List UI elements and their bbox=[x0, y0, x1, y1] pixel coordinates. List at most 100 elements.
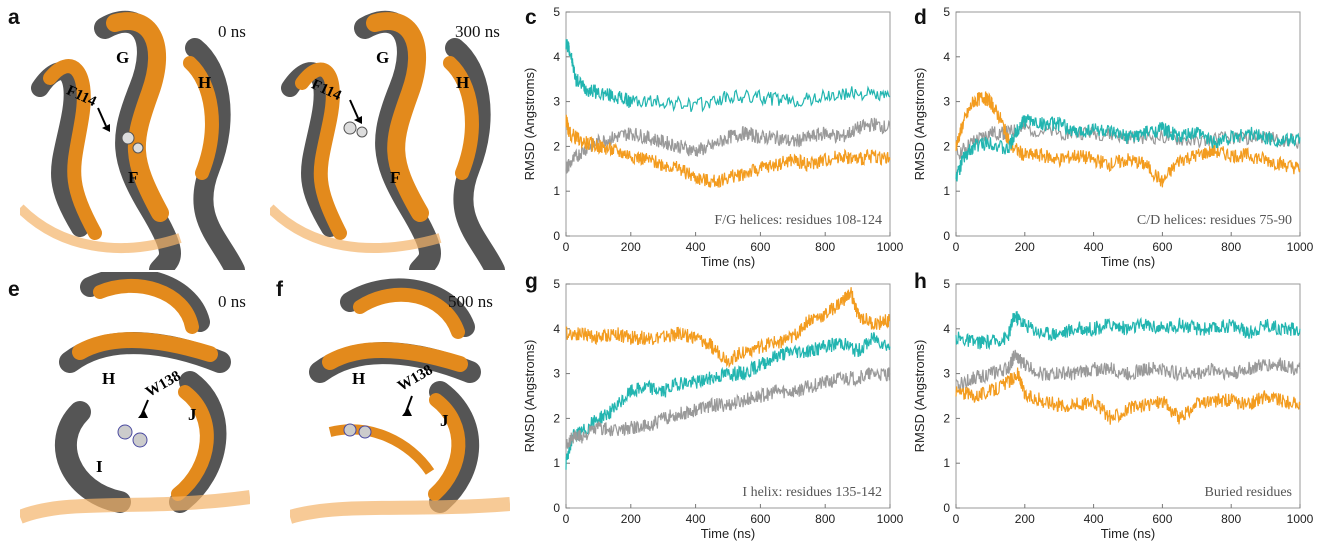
helix-label-b-1: G bbox=[376, 48, 389, 67]
y-tick-label: 5 bbox=[943, 277, 950, 291]
panel-letter-a: a bbox=[8, 6, 20, 29]
x-tick-label: 400 bbox=[686, 512, 706, 526]
y-tick-label: 5 bbox=[553, 277, 560, 291]
y-tick-label: 0 bbox=[553, 501, 560, 515]
y-tick-label: 3 bbox=[943, 95, 950, 109]
panel-letter-d: d bbox=[914, 6, 927, 29]
helix-label-f-1: H bbox=[352, 369, 365, 388]
ribbon-illustration-b: F114 G H F bbox=[270, 10, 505, 270]
x-tick-label: 200 bbox=[621, 512, 641, 526]
series-line-0 bbox=[565, 39, 891, 113]
chart-annotation: C/D helices: residues 75-90 bbox=[1137, 213, 1292, 228]
x-tick-label: 400 bbox=[1084, 240, 1104, 254]
time-label-a: 0 ns bbox=[218, 22, 246, 41]
x-tick-label: 200 bbox=[1015, 240, 1035, 254]
series-line-1 bbox=[565, 332, 891, 470]
y-tick-label: 2 bbox=[943, 139, 950, 153]
ribbon-illustration-f: H W138 J bbox=[290, 278, 510, 524]
panel-letter-g: g bbox=[525, 270, 538, 293]
y-tick-label: 5 bbox=[943, 5, 950, 19]
x-tick-label: 0 bbox=[953, 512, 960, 526]
y-tick-label: 1 bbox=[943, 456, 950, 470]
time-label-e: 0 ns bbox=[218, 292, 246, 311]
y-tick-label: 0 bbox=[553, 229, 560, 243]
y-axis-label: RMSD (Angstroms) bbox=[912, 68, 927, 181]
helix-label-e-3: I bbox=[96, 457, 103, 476]
helix-label-b-3: F bbox=[390, 168, 400, 187]
x-tick-label: 0 bbox=[563, 512, 570, 526]
x-tick-label: 400 bbox=[1084, 512, 1104, 526]
series-line-2 bbox=[955, 367, 1301, 425]
x-tick-label: 800 bbox=[815, 512, 835, 526]
x-tick-label: 800 bbox=[815, 240, 835, 254]
ribbon-illustration-a: F114 G H F bbox=[20, 10, 245, 270]
x-axis-label: Time (ns) bbox=[701, 526, 755, 541]
chart-svg-g: 0 200 400 600 800 1000 0 1 2 3 4 5 Time (ns) RMSD (An… bbox=[522, 277, 904, 541]
structure-image-b: F114 G H F bbox=[270, 8, 510, 270]
series-line-2 bbox=[955, 114, 1301, 182]
y-tick-label: 1 bbox=[943, 184, 950, 198]
y-axis-label: RMSD (Angstroms) bbox=[522, 340, 537, 453]
residue-label-e: W138 bbox=[143, 368, 183, 401]
chart-annotation: Buried residues bbox=[1205, 485, 1292, 500]
y-tick-label: 5 bbox=[553, 5, 560, 19]
y-tick-label: 2 bbox=[553, 139, 560, 153]
structure-image-f: H W138 J bbox=[290, 272, 510, 530]
x-tick-label: 600 bbox=[1152, 512, 1172, 526]
x-tick-label: 800 bbox=[1221, 512, 1241, 526]
time-label-b: 300 ns bbox=[455, 22, 500, 41]
x-tick-label: 600 bbox=[750, 512, 770, 526]
x-tick-label: 1000 bbox=[1287, 512, 1314, 526]
series-line-1 bbox=[955, 91, 1301, 188]
x-tick-label: 600 bbox=[750, 240, 770, 254]
y-tick-label: 0 bbox=[943, 229, 950, 243]
structure-image-e: H W138 J I bbox=[20, 272, 250, 530]
chart-svg-c: 0 200 400 600 800 1000 0 1 2 3 4 5 Time (ns) RMSD (An… bbox=[522, 5, 904, 269]
y-tick-label: 0 bbox=[943, 501, 950, 515]
x-tick-label: 1000 bbox=[1287, 240, 1314, 254]
y-tick-label: 3 bbox=[943, 367, 950, 381]
x-tick-label: 0 bbox=[953, 240, 960, 254]
plot-frame bbox=[565, 283, 891, 509]
rmsd-chart-g: 0 200 400 600 800 1000 0 1 2 3 4 5 Time (ns) RMSD (An… bbox=[520, 272, 904, 542]
helix-label-b-2: H bbox=[456, 73, 469, 92]
series-line-2 bbox=[565, 366, 891, 449]
x-tick-label: 200 bbox=[621, 240, 641, 254]
x-tick-label: 800 bbox=[1221, 240, 1241, 254]
helix-label-f-2: J bbox=[440, 411, 449, 430]
rmsd-chart-d: 0 200 400 600 800 1000 0 1 2 3 4 5 Time (ns) RMSD (An… bbox=[910, 0, 1314, 270]
y-axis-label: RMSD (Angstroms) bbox=[912, 340, 927, 453]
x-axis-label: Time (ns) bbox=[1101, 526, 1155, 541]
ribbon-illustration-e: H W138 J I bbox=[20, 272, 250, 524]
helix-label-e-2: J bbox=[188, 405, 197, 424]
helix-label-a-1: G bbox=[116, 48, 129, 67]
y-tick-label: 2 bbox=[553, 411, 560, 425]
y-tick-label: 1 bbox=[553, 456, 560, 470]
chart-svg-h: 0 200 400 600 800 1000 0 1 2 3 4 5 Time (ns) RMSD (An… bbox=[912, 277, 1314, 541]
y-tick-label: 4 bbox=[943, 50, 950, 64]
x-tick-label: 200 bbox=[1015, 512, 1035, 526]
x-tick-label: 600 bbox=[1152, 240, 1172, 254]
chart-svg-d: 0 200 400 600 800 1000 0 1 2 3 4 5 Time (ns) RMSD (An… bbox=[912, 5, 1314, 269]
y-tick-label: 3 bbox=[553, 95, 560, 109]
x-axis-label: Time (ns) bbox=[1101, 254, 1155, 269]
y-axis-label: RMSD (Angstroms) bbox=[522, 68, 537, 181]
series-line-0 bbox=[565, 287, 891, 369]
series-line-1 bbox=[955, 349, 1301, 393]
y-tick-label: 3 bbox=[553, 367, 560, 381]
panel-letter-f: f bbox=[276, 278, 283, 301]
x-tick-label: 1000 bbox=[877, 512, 904, 526]
rmsd-chart-h: 0 200 400 600 800 1000 0 1 2 3 4 5 Time (ns) RMSD (An… bbox=[910, 272, 1314, 542]
chart-annotation: I helix: residues 135-142 bbox=[742, 485, 882, 500]
panel-letter-c: c bbox=[525, 6, 537, 29]
y-tick-label: 4 bbox=[553, 50, 560, 64]
series-line-0 bbox=[955, 311, 1301, 351]
x-axis-label: Time (ns) bbox=[701, 254, 755, 269]
helix-label-e-1: H bbox=[102, 369, 115, 388]
plot-frame bbox=[565, 11, 891, 237]
y-tick-label: 1 bbox=[553, 184, 560, 198]
helix-label-a-3: F bbox=[128, 168, 138, 187]
plot-frame bbox=[955, 11, 1301, 237]
x-tick-label: 400 bbox=[686, 240, 706, 254]
series-line-2 bbox=[565, 114, 891, 188]
